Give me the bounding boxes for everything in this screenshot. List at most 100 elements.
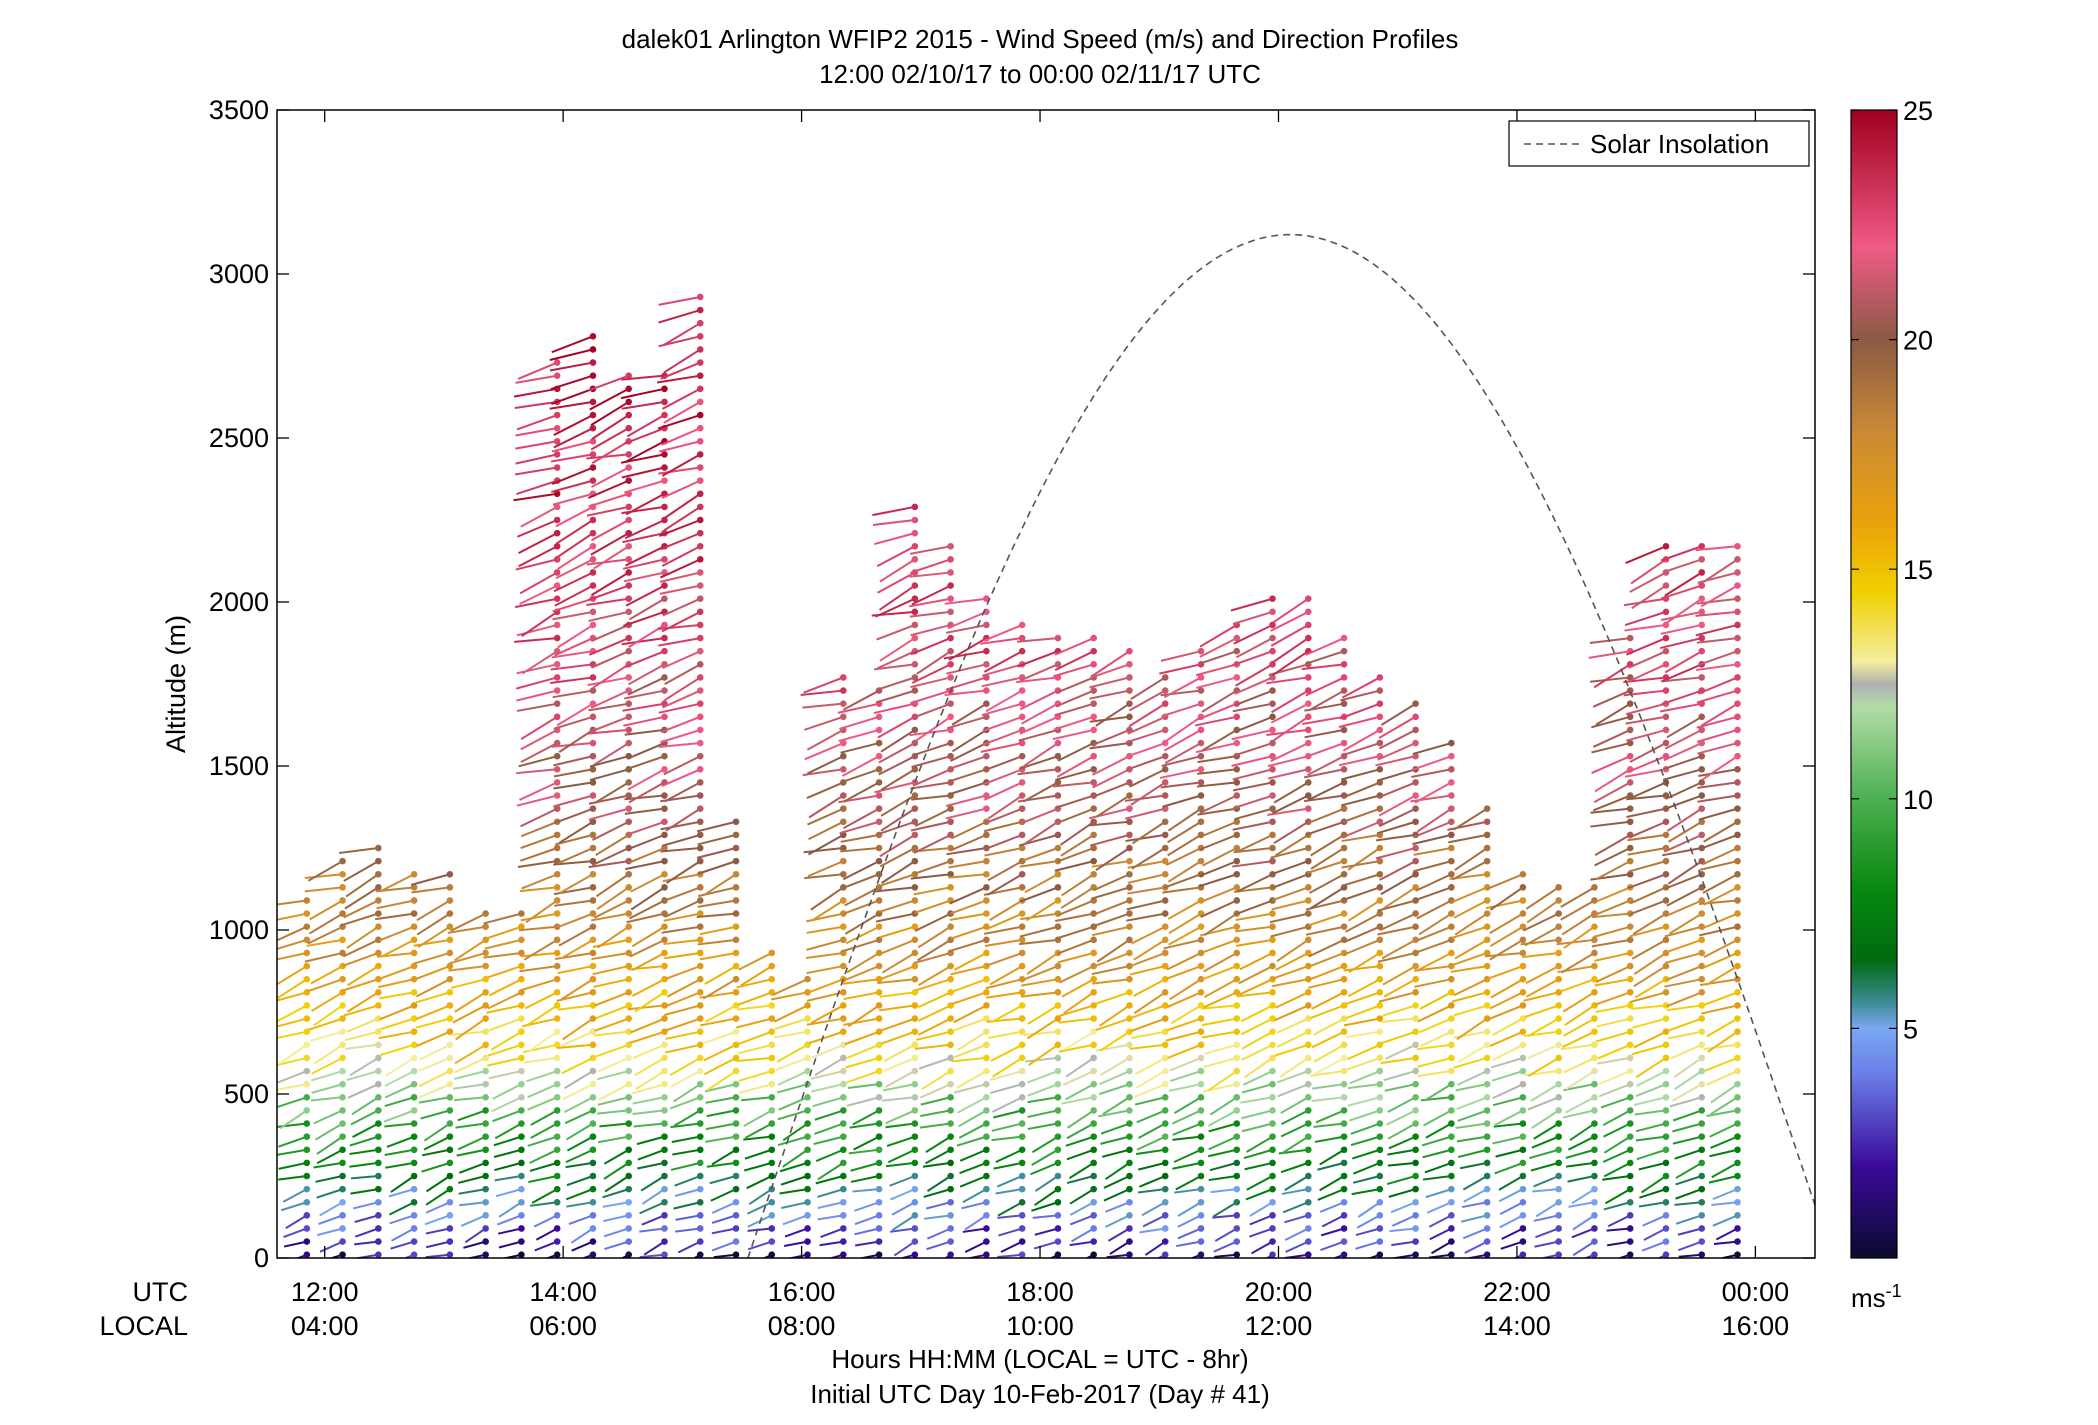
wind-barb-shaft [1091,886,1130,900]
wind-barb-dot [1555,1028,1562,1035]
wind-barb-dot [589,1225,597,1232]
wind-barb-dot [1734,1120,1741,1127]
wind-barb-shaft [588,374,630,392]
wind-barb-shaft [738,1030,773,1045]
wind-barb-shaft [670,1122,701,1129]
wind-barb-shaft [770,991,808,1001]
wind-barb-shaft [1673,1057,1703,1078]
wind-barb-shaft [1095,991,1130,1005]
wind-barb-shaft [1168,1083,1202,1092]
wind-barb-shaft [1202,965,1238,980]
wind-barb-dot [875,975,883,983]
wind-barb-dot [589,1015,597,1022]
wind-barb-dot [518,1251,525,1258]
wind-barb-shaft [277,1148,307,1156]
wind-barb-dot [1018,739,1026,747]
wind-barb-shaft [1589,676,1631,683]
wind-barb-dot [553,739,561,747]
wind-barb-dot [696,831,704,839]
wind-barb-dot [1090,1185,1097,1193]
wind-barb-shaft [1065,1057,1095,1078]
wind-barb-shaft [1661,689,1703,706]
wind-barb-dot [1161,779,1169,786]
wind-barb-shaft [319,1201,344,1217]
y-tick-label: 2000 [209,587,269,617]
wind-barb-dot [589,1002,597,1009]
wind-barb-shaft [550,453,594,463]
wind-barb-shaft [661,387,701,410]
wind-barb-dot [1018,949,1026,957]
wind-barb-shaft [814,1057,844,1077]
wind-barb-dot [661,818,668,826]
wind-barb-dot [1233,844,1241,852]
wind-barb-dot [303,1185,311,1193]
wind-barb-dot [804,1054,811,1062]
wind-barb-shaft [891,1214,916,1231]
wind-barb-dot [804,1133,811,1140]
wind-barb-dot [1340,805,1348,812]
wind-barb-shaft [626,414,665,438]
wind-barb-shaft [448,965,486,972]
wind-barb-dot [696,687,704,694]
wind-barb-shaft [1377,768,1416,782]
wind-barb-shaft [565,1122,594,1141]
wind-barb-shaft [588,807,629,821]
wind-barb-dot [947,1185,954,1193]
wind-barb-shaft [697,860,737,875]
wind-barb-dot [1662,1054,1670,1062]
wind-barb-dot [911,962,919,970]
wind-barb-dot [1555,884,1562,891]
wind-barb-shaft [416,1004,451,1020]
wind-barb-shaft [1487,1004,1524,1021]
wind-barb-shaft [1424,1161,1452,1174]
wind-barb-shaft [773,1030,808,1039]
wind-barb-shaft [311,991,344,1012]
wind-barb-dot [553,1054,561,1062]
wind-barb-shaft [1588,650,1631,659]
wind-barb-dot [840,765,847,773]
wind-barb-dot [1197,726,1205,734]
wind-barb-shaft [1635,1135,1667,1142]
wind-barb-shaft [1058,1017,1094,1024]
wind-barb-shaft [632,1043,665,1059]
wind-barb-shaft [1457,1109,1488,1122]
wind-barb-shaft [453,1096,486,1102]
wind-barb-shaft [586,505,629,517]
wind-barb-dot [625,647,633,655]
wind-barb-shaft [595,873,630,898]
wind-barb-shaft [879,847,916,868]
wind-barb-dot [339,1172,346,1180]
wind-barb-shaft [380,1017,415,1031]
wind-barb-shaft [1199,637,1238,658]
wind-barb-shaft [486,1004,522,1014]
wind-barb-dot [661,621,668,629]
wind-barb-dot [947,1146,954,1154]
wind-barb-shaft [1631,1004,1667,1010]
wind-barb-shaft [1162,886,1202,894]
wind-barb-shaft [1207,1070,1238,1092]
wind-barb-dot [1197,1107,1205,1114]
wind-barb-shaft [1453,978,1488,997]
wind-barb-shaft [551,650,594,659]
wind-barb-shaft [352,1122,379,1138]
wind-barb-dot [1126,818,1133,826]
wind-barb-shaft [1305,650,1345,665]
wind-barb-shaft [1317,1188,1345,1201]
wind-barb-shaft [878,742,916,764]
wind-barb-dot [1090,844,1097,852]
wind-barb-shaft [309,1030,343,1042]
wind-barb-dot [375,1133,382,1140]
wind-barb-shaft [483,951,522,959]
wind-barb-shaft [773,1004,808,1023]
wind-barb-shaft [1341,833,1380,843]
x-row-label-utc: UTC [133,1277,189,1307]
wind-barb-shaft [1307,807,1345,825]
wind-barb-shaft [807,860,844,878]
wind-barb-shaft [1697,676,1738,695]
wind-barb-shaft [1203,912,1238,936]
wind-barb-dot [1519,1172,1527,1180]
wind-barb-shaft [413,938,451,947]
wind-barb-shaft [1061,1096,1094,1105]
wind-barb-shaft [561,1057,594,1075]
wind-barb-shaft [1703,952,1738,969]
